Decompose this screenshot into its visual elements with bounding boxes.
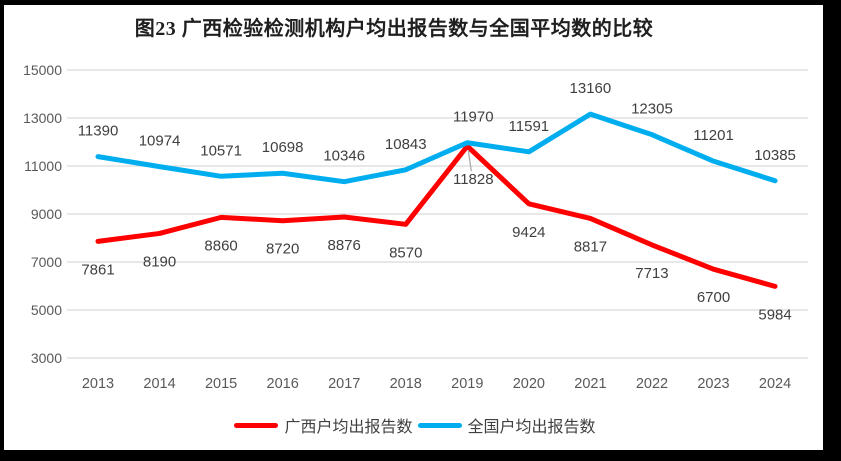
series-line-guangxi bbox=[95, 143, 778, 289]
x-tick-label: 2023 bbox=[697, 376, 729, 392]
legend: 广西户均出报告数 全国户均出报告数 bbox=[0, 413, 830, 437]
data-label: 10974 bbox=[139, 133, 181, 150]
y-tick-label: 7000 bbox=[31, 254, 62, 270]
y-tick-label: 13000 bbox=[23, 110, 62, 126]
data-label: 10698 bbox=[262, 139, 304, 156]
y-tick-label: 11000 bbox=[24, 158, 62, 174]
y-tick-label: 15000 bbox=[23, 62, 62, 78]
y-tick-label: 3000 bbox=[31, 350, 62, 366]
data-label: 8860 bbox=[204, 237, 237, 254]
data-label: 7861 bbox=[81, 261, 114, 278]
data-label: 8876 bbox=[328, 237, 361, 254]
chart-canvas bbox=[4, 5, 823, 450]
y-tick-label: 9000 bbox=[31, 206, 62, 222]
data-label: 11828 bbox=[453, 171, 494, 188]
data-label: 11591 bbox=[509, 118, 550, 135]
data-label: 13160 bbox=[570, 80, 612, 97]
x-tick-label: 2024 bbox=[759, 376, 791, 392]
x-tick-label: 2021 bbox=[574, 376, 606, 392]
data-label: 10346 bbox=[323, 148, 365, 165]
x-tick-label: 2013 bbox=[82, 376, 114, 392]
x-tick-label: 2019 bbox=[451, 376, 483, 392]
data-label: 9424 bbox=[512, 224, 545, 241]
x-tick-label: 2018 bbox=[390, 376, 422, 392]
chart-title: 图23 广西检验检测机构户均出报告数与全国平均数的比较 bbox=[134, 18, 654, 40]
data-label: 12305 bbox=[631, 101, 673, 118]
legend-line-icon-national bbox=[417, 422, 462, 428]
callout-leader-line bbox=[467, 150, 472, 172]
legend-line-icon-guangxi bbox=[234, 422, 279, 428]
series-line-national bbox=[95, 111, 778, 185]
data-label: 6700 bbox=[697, 289, 730, 306]
data-label: 8570 bbox=[389, 244, 422, 261]
data-label: 10571 bbox=[200, 142, 242, 159]
x-tick-label: 2022 bbox=[636, 376, 668, 392]
data-label: 11201 bbox=[693, 127, 734, 144]
x-tick-label: 2014 bbox=[143, 376, 175, 392]
legend-label-guangxi: 广西户均出报告数 bbox=[284, 419, 413, 436]
data-label: 10385 bbox=[754, 147, 796, 164]
data-label: 8817 bbox=[574, 238, 607, 255]
data-label: 5984 bbox=[758, 306, 791, 323]
x-tick-label: 2017 bbox=[328, 376, 360, 392]
legend-label-national: 全国户均出报告数 bbox=[467, 419, 596, 436]
data-label: 8190 bbox=[143, 253, 176, 270]
data-label: 11390 bbox=[78, 123, 119, 140]
y-tick-label: 5000 bbox=[31, 302, 62, 318]
x-tick-label: 2020 bbox=[513, 376, 545, 392]
data-label: 8720 bbox=[266, 241, 299, 258]
data-label: 7713 bbox=[635, 265, 668, 282]
x-tick-label: 2015 bbox=[205, 376, 237, 392]
legend-item-national: 全国户均出报告数 bbox=[417, 413, 596, 437]
data-label: 10843 bbox=[385, 136, 427, 153]
data-label: 11970 bbox=[453, 109, 494, 126]
x-tick-label: 2016 bbox=[267, 376, 299, 392]
legend-item-guangxi: 广西户均出报告数 bbox=[234, 413, 413, 437]
